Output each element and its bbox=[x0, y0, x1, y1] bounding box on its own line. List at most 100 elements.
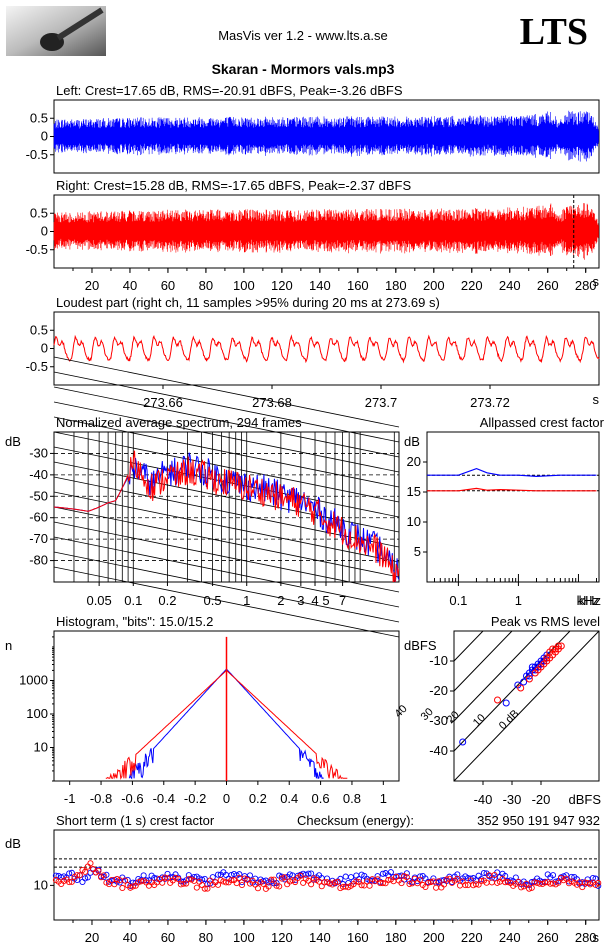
short-term-right-point bbox=[180, 880, 187, 887]
short-term-right-point bbox=[401, 873, 408, 880]
spectrum-slope-line bbox=[53, 551, 400, 623]
short-term-right-point bbox=[76, 872, 83, 879]
spectrum-slope-line bbox=[53, 491, 400, 563]
histogram-xtick-label: 0.4 bbox=[280, 791, 298, 806]
crest-ytick-label: 20 bbox=[407, 454, 421, 469]
short-term-left-point bbox=[294, 872, 301, 879]
short-term-right-point bbox=[273, 882, 280, 889]
loudest-trace bbox=[53, 334, 600, 364]
short-term-xtick-label: 180 bbox=[385, 930, 407, 945]
spectrum-xtick-label: 0.1 bbox=[124, 593, 142, 608]
short-term-right-point bbox=[595, 879, 602, 887]
loudest-frame bbox=[53, 311, 600, 386]
short-term-right-point bbox=[215, 881, 222, 888]
short-term-left-point bbox=[305, 870, 312, 877]
peak-rms-right-point bbox=[554, 642, 562, 650]
spectrum-slope-line bbox=[53, 446, 400, 518]
spectrum-slope-line bbox=[53, 506, 400, 578]
right-waveform-ytick-label: 0.5 bbox=[30, 205, 48, 220]
short-term-left-point bbox=[82, 875, 89, 882]
short-term-xtick-label: 60 bbox=[161, 930, 175, 945]
spectrum-frame bbox=[53, 431, 400, 583]
peak-rms-right-point bbox=[494, 696, 501, 704]
loudest-xtick-label: 273.68 bbox=[252, 395, 292, 410]
short-term-right-point bbox=[111, 881, 118, 888]
short-term-right-point bbox=[265, 883, 272, 890]
right-waveform-ytick-label: -0.5 bbox=[26, 242, 48, 257]
spectrum-slope-line bbox=[53, 566, 400, 638]
short-term-right-point bbox=[363, 878, 370, 885]
short-term-xtick-label: 280 bbox=[575, 930, 597, 945]
short-term-right-point bbox=[417, 876, 424, 883]
histogram-xtick-label: 0.8 bbox=[343, 791, 361, 806]
short-term-right-point bbox=[129, 883, 137, 890]
crest-frame bbox=[426, 431, 600, 583]
peak-rms-xtick-label: -20 bbox=[532, 792, 551, 807]
short-term-right-point bbox=[164, 875, 171, 882]
waveform-xunit: s bbox=[593, 274, 600, 289]
left-waveform-ytick-label: 0 bbox=[41, 129, 48, 144]
loudest-xunit: s bbox=[593, 392, 600, 407]
spectrum-xtick-label: 0.2 bbox=[158, 593, 176, 608]
crest-xtick-label: 1 bbox=[515, 593, 522, 608]
short-term-right-point bbox=[406, 880, 413, 888]
peak-rms-title: Peak vs RMS level bbox=[491, 614, 600, 629]
short-term-right-point bbox=[454, 875, 461, 882]
short-term-right-point bbox=[504, 879, 511, 886]
spectrum-ytick-label: -60 bbox=[29, 510, 48, 525]
histogram-xtick-label: -0.4 bbox=[153, 791, 175, 806]
peak-rms-xtick-label: -30 bbox=[503, 792, 522, 807]
peak-rms-crest-label: 0 dB bbox=[497, 708, 521, 732]
short-term-right-point bbox=[523, 880, 530, 887]
short-term-right-point bbox=[422, 883, 429, 891]
loudest-ytick-label: 0 bbox=[41, 341, 48, 356]
short-term-right-point bbox=[433, 884, 440, 891]
crest-xtick-label: 0.1 bbox=[449, 593, 467, 608]
short-term-right-point bbox=[233, 880, 240, 887]
short-term-right-point bbox=[135, 879, 142, 886]
spectrum-slope-line bbox=[53, 371, 400, 443]
crest-ylabel: dB bbox=[404, 434, 420, 449]
short-term-left-point bbox=[595, 882, 602, 889]
short-term-right-point bbox=[193, 884, 200, 891]
short-term-xtick-label: 40 bbox=[123, 930, 137, 945]
right-waveform-title: Right: Crest=15.28 dB, RMS=-17.65 dBFS, … bbox=[56, 178, 411, 193]
short-term-left-point bbox=[308, 870, 315, 877]
short-term-xtick-label: 260 bbox=[537, 930, 559, 945]
histogram-title: Histogram, "bits": 15.0/15.2 bbox=[56, 614, 213, 629]
short-term-right-point bbox=[518, 884, 525, 891]
short-term-xtick-label: 80 bbox=[199, 930, 213, 945]
spectrum-slope-line bbox=[53, 431, 400, 503]
short-term-right-point bbox=[515, 878, 522, 885]
short-term-right-point bbox=[119, 884, 126, 892]
short-term-right-point bbox=[121, 877, 129, 884]
peak-rms-xlabel: dBFS bbox=[568, 792, 601, 807]
short-term-left-point bbox=[103, 871, 110, 878]
short-term-xtick-label: 120 bbox=[271, 930, 293, 945]
checksum-label: Checksum (energy): bbox=[297, 813, 414, 828]
histogram-xtick-label: 0.2 bbox=[249, 791, 267, 806]
right-waveform-xtick-label: 100 bbox=[233, 278, 255, 293]
short-term-right-point bbox=[526, 885, 533, 892]
left-waveform-trace bbox=[53, 110, 599, 162]
peak-rms-ylabel: dBFS bbox=[404, 638, 437, 653]
short-term-right-point bbox=[260, 880, 267, 887]
short-term-left-point bbox=[347, 874, 355, 881]
peak-rms-crest-label: 10 bbox=[471, 712, 488, 729]
short-term-right-point bbox=[331, 879, 339, 886]
app-title: MasVis ver 1.2 - www.lts.a.se bbox=[218, 28, 388, 43]
short-term-right-point bbox=[353, 878, 360, 885]
short-term-left-point bbox=[236, 871, 243, 878]
histogram-xtick-label: 0.6 bbox=[312, 791, 330, 806]
peak-rms-left-point bbox=[502, 699, 510, 707]
right-waveform-xtick-label: 180 bbox=[385, 278, 407, 293]
short-term-left-point bbox=[454, 871, 461, 878]
short-term-right-point bbox=[379, 880, 386, 887]
short-term-right-point bbox=[68, 878, 75, 885]
histogram-xtick-label: 0 bbox=[223, 791, 230, 806]
short-term-xtick-label: 220 bbox=[461, 930, 483, 945]
short-term-right-point bbox=[491, 871, 498, 879]
left-waveform-ytick-label: -0.5 bbox=[26, 147, 48, 162]
right-waveform-xtick-label: 120 bbox=[271, 278, 293, 293]
